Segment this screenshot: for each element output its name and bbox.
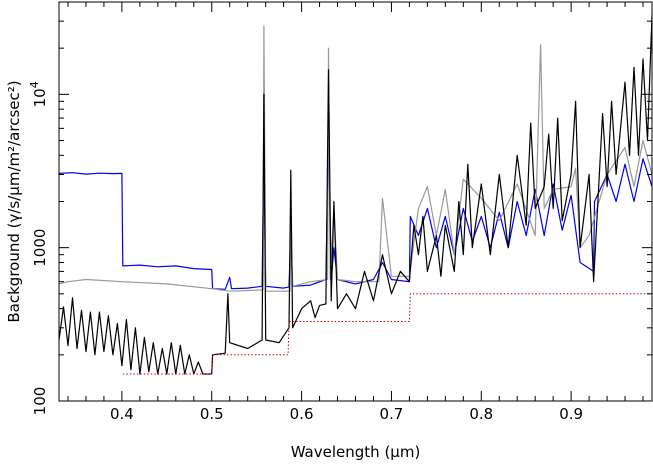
y-axis-label: Background (γ/s/μm/m²/arcsec²) (5, 80, 23, 322)
x-axis-label: Wavelength (μm) (291, 443, 421, 461)
x-tick-label-0: 0.4 (110, 405, 134, 423)
series-layer (59, 14, 652, 375)
y-tick-label-0: 100 (31, 387, 49, 416)
x-tick-label-4: 0.8 (469, 405, 493, 423)
series-line-0 (59, 133, 652, 290)
y-tick-label-1: 1000 (31, 229, 49, 267)
y-tick-label-2: 104 (28, 81, 49, 107)
ticks-layer (59, 1, 652, 402)
continuum-dotted-line (122, 293, 652, 375)
x-tick-label-5: 0.9 (559, 405, 583, 423)
x-tick-label-1: 0.5 (200, 405, 224, 423)
x-tick-label-3: 0.7 (380, 405, 404, 423)
x-tick-label-2: 0.6 (290, 405, 314, 423)
tick-labels-layer: 0.4 0.5 0.6 0.7 0.8 0.9 100 1000 104 (28, 81, 583, 423)
series-line-2 (59, 14, 652, 375)
series-line-1 (59, 25, 652, 292)
plot-frame (58, 1, 653, 402)
